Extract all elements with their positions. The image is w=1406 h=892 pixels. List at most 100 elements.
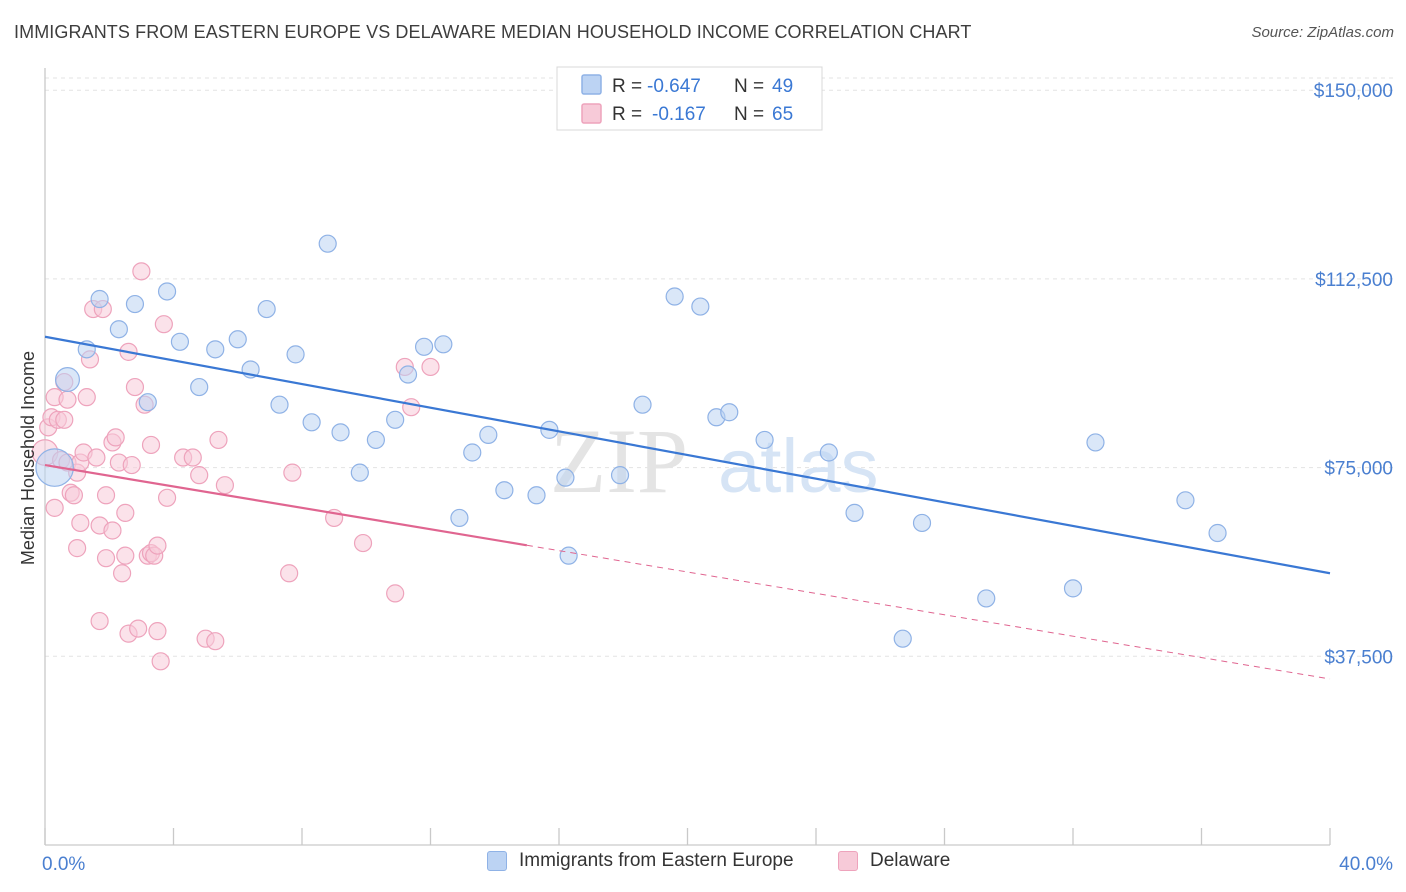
eastern-europe-point-9 bbox=[190, 377, 209, 397]
y-tick-label-0: $37,500 bbox=[1324, 647, 1393, 668]
eastern-europe-point-41 bbox=[845, 503, 864, 522]
legend-n-label-1: N = bbox=[734, 76, 764, 97]
delaware-point-12 bbox=[64, 486, 84, 505]
eastern-europe-point-29 bbox=[527, 486, 546, 505]
legend-n-label-2: N = bbox=[734, 104, 764, 125]
legend-label-delaware: Delaware bbox=[870, 850, 951, 871]
delaware-point-36 bbox=[122, 455, 141, 475]
delaware-point-13 bbox=[68, 539, 87, 558]
delaware-point-32 bbox=[116, 546, 135, 565]
eastern-europe-point-48 bbox=[1208, 523, 1227, 543]
eastern-europe-point-1 bbox=[54, 367, 80, 393]
delaware-point-64 bbox=[421, 357, 440, 377]
eastern-europe-point-33 bbox=[610, 466, 630, 485]
delaware-point-18 bbox=[77, 388, 96, 407]
eastern-europe-trend-line bbox=[44, 335, 1331, 575]
watermark-atlas: atlas bbox=[718, 424, 879, 509]
eastern-europe-point-38 bbox=[720, 403, 739, 422]
delaware-point-26 bbox=[96, 549, 116, 568]
eastern-europe-point-22 bbox=[398, 365, 418, 384]
delaware-point-60 bbox=[353, 533, 373, 553]
correlation-legend: R = -0.647 N = 49 R = -0.167 N = 65 bbox=[556, 66, 823, 131]
eastern-europe-point-6 bbox=[138, 393, 157, 412]
y-tick-label-2: $112,500 bbox=[1315, 270, 1393, 291]
delaware-point-37 bbox=[125, 377, 145, 397]
legend-r-label-1: R = bbox=[612, 76, 642, 97]
eastern-europe-point-42 bbox=[893, 629, 912, 648]
delaware-point-8 bbox=[55, 410, 74, 429]
eastern-europe-point-20 bbox=[366, 430, 385, 450]
delaware-point-63 bbox=[402, 398, 421, 417]
delaware-point-39 bbox=[132, 262, 151, 281]
legend-n-value-2: 65 bbox=[772, 104, 793, 125]
source-credit: Source: ZipAtlas.com bbox=[1251, 24, 1394, 41]
legend-swatch-pink bbox=[581, 103, 602, 124]
eastern-europe-point-34 bbox=[633, 395, 652, 414]
eastern-europe-point-10 bbox=[206, 340, 225, 359]
eastern-europe-point-23 bbox=[414, 337, 434, 356]
legend-item-eastern-europe: Immigrants from Eastern Europe bbox=[487, 850, 794, 872]
delaware-point-47 bbox=[151, 652, 170, 671]
eastern-europe-point-39 bbox=[755, 430, 774, 450]
delaware-point-33 bbox=[116, 503, 135, 522]
x-tick-label-min: 0.0% bbox=[42, 854, 85, 875]
eastern-europe-point-11 bbox=[228, 330, 247, 349]
delaware-point-16 bbox=[71, 513, 90, 533]
eastern-europe-point-15 bbox=[286, 345, 305, 364]
eastern-europe-point-14 bbox=[270, 395, 289, 414]
delaware-point-31 bbox=[112, 564, 132, 583]
delaware-point-46 bbox=[148, 622, 167, 641]
x-tick-label-max: 40.0% bbox=[1339, 854, 1393, 875]
delaware-point-58 bbox=[283, 463, 302, 482]
y-axis-label: Median Household Income bbox=[18, 351, 38, 565]
eastern-europe-point-45 bbox=[1063, 579, 1083, 598]
legend-r-label-2: R = bbox=[612, 104, 642, 125]
delaware-point-49 bbox=[157, 488, 177, 507]
delaware-point-54 bbox=[206, 632, 225, 651]
eastern-europe-point-43 bbox=[912, 513, 932, 533]
delaware-point-52 bbox=[190, 466, 209, 485]
eastern-europe-point-24 bbox=[434, 335, 453, 354]
legend-r-value-2: -0.167 bbox=[652, 104, 706, 125]
series-legend: Immigrants from Eastern Europe Delaware bbox=[0, 850, 1406, 880]
eastern-europe-point-40 bbox=[819, 443, 838, 462]
delaware-point-51 bbox=[183, 448, 202, 467]
y-tick-labels: $37,500 $75,000 $112,500 $150,000 bbox=[1314, 81, 1393, 668]
eastern-europe-point-26 bbox=[463, 443, 482, 462]
eastern-europe-point-32 bbox=[559, 546, 578, 565]
watermark-zip: ZIP bbox=[550, 410, 688, 512]
eastern-europe-point-8 bbox=[170, 332, 190, 351]
eastern-europe-point-47 bbox=[1176, 491, 1195, 510]
delaware-point-3 bbox=[45, 498, 64, 517]
eastern-europe-point-16 bbox=[302, 413, 321, 432]
delaware-point-9 bbox=[58, 390, 77, 409]
eastern-europe-point-35 bbox=[665, 287, 684, 306]
delaware-point-27 bbox=[103, 521, 122, 540]
delaware-points bbox=[31, 262, 440, 671]
eastern-europe-point-19 bbox=[350, 463, 369, 482]
legend-swatch-eastern-europe bbox=[487, 851, 507, 871]
eastern-europe-point-3 bbox=[90, 289, 109, 309]
eastern-europe-point-27 bbox=[479, 425, 498, 444]
delaware-point-56 bbox=[215, 476, 234, 495]
delaware-point-29 bbox=[106, 428, 125, 447]
delaware-point-61 bbox=[386, 584, 405, 603]
eastern-europe-point-36 bbox=[691, 297, 710, 316]
eastern-europe-points bbox=[35, 234, 1227, 648]
legend-item-delaware: Delaware bbox=[838, 850, 950, 872]
x-tick-labels: 0.0% 40.0% bbox=[42, 854, 1393, 875]
legend-r-value-1: -0.647 bbox=[647, 76, 701, 97]
delaware-point-55 bbox=[209, 430, 228, 450]
eastern-europe-point-7 bbox=[157, 282, 177, 301]
legend-n-value-1: 49 bbox=[772, 76, 793, 97]
eastern-europe-point-44 bbox=[977, 589, 996, 608]
legend-label-eastern-europe: Immigrants from Eastern Europe bbox=[519, 850, 794, 871]
delaware-trend-line-extension bbox=[526, 544, 1331, 680]
chart-title: IMMIGRANTS FROM EASTERN EUROPE VS DELAWA… bbox=[14, 22, 972, 42]
delaware-point-57 bbox=[280, 564, 299, 583]
eastern-europe-point-5 bbox=[125, 294, 145, 314]
eastern-europe-point-46 bbox=[1086, 433, 1105, 452]
eastern-europe-point-17 bbox=[318, 234, 337, 253]
eastern-europe-point-25 bbox=[450, 508, 469, 528]
